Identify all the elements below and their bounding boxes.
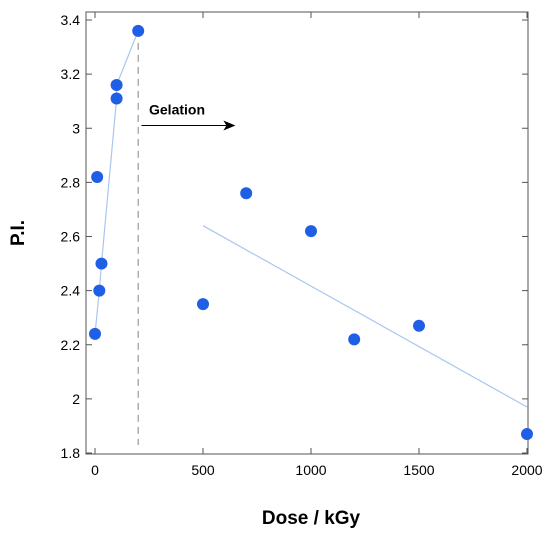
y-tick-label: 3.4	[61, 12, 81, 28]
data-point	[93, 284, 106, 297]
y-tick-label: 2.6	[61, 229, 81, 245]
fit-line	[202, 225, 528, 408]
data-point	[305, 225, 317, 238]
y-tick-label: 1.8	[61, 445, 81, 461]
fit-lines	[94, 30, 528, 408]
data-point	[110, 92, 123, 105]
gelation-label: Gelation	[149, 101, 205, 117]
axis-ticks: 0 500 1000 1500 2000 1.8 2 2.2 2.4 2.6 2.8 3 3.2 3.4	[61, 12, 543, 478]
data-point	[110, 78, 123, 91]
x-tick-label: 1500	[403, 462, 434, 478]
data-point	[348, 333, 361, 346]
data-point	[91, 170, 104, 183]
data-point	[521, 428, 533, 441]
data-point	[197, 298, 209, 311]
plot-frame	[85, 11, 529, 455]
x-axis-title: Dose / kGy	[262, 508, 361, 529]
y-tick-label: 3.2	[61, 66, 81, 82]
x-tick-label: 2000	[511, 462, 542, 478]
data-point	[89, 327, 101, 340]
x-tick-label: 500	[191, 462, 215, 478]
y-tick-label: 3	[72, 120, 80, 136]
gelation-arrow-head	[223, 120, 236, 131]
plot-border	[85, 11, 529, 455]
y-axis-title: P.I.	[8, 220, 29, 246]
y-tick-label: 2.4	[61, 283, 81, 299]
data-points	[89, 24, 533, 441]
y-tick-label: 2	[72, 391, 80, 407]
data-point	[413, 319, 425, 332]
y-tick-label: 2.2	[61, 337, 81, 353]
fit-line	[94, 30, 139, 334]
data-point	[240, 187, 253, 200]
x-tick-label: 0	[91, 462, 99, 478]
gelation-annotation: Gelation	[141, 101, 236, 131]
y-tick-label: 2.8	[61, 174, 81, 190]
data-point	[132, 24, 145, 37]
data-point	[95, 257, 108, 270]
x-tick-label: 1000	[295, 462, 326, 478]
